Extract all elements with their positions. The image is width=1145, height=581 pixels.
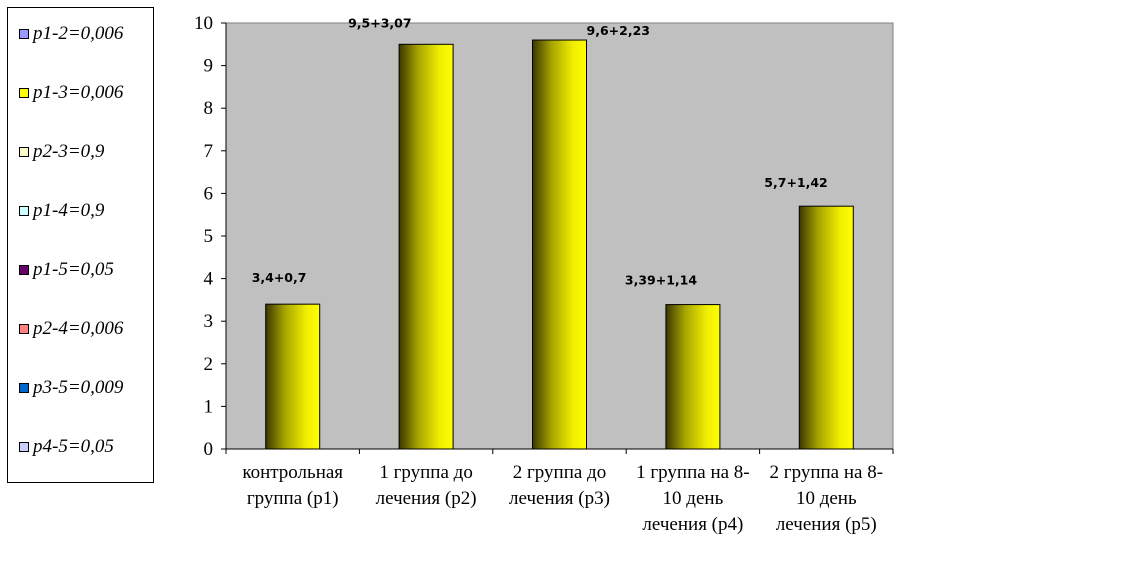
legend-swatch xyxy=(19,88,29,98)
y-tick-label: 7 xyxy=(204,141,214,162)
x-category-label-line: контрольная xyxy=(242,462,344,483)
legend-item: p1-4=0,9 xyxy=(19,200,105,221)
legend-item: p3-5=0,009 xyxy=(19,377,124,398)
legend-label: p1-3=0,006 xyxy=(33,82,124,103)
x-category-label-line: 2 группа до xyxy=(512,462,607,483)
x-category-label-line: группа (р1) xyxy=(246,488,339,509)
bar xyxy=(532,39,587,450)
y-tick-label: 4 xyxy=(204,269,214,290)
x-category-label-line: лечения (р2) xyxy=(375,488,477,509)
x-category-label-line: лечения (р5) xyxy=(775,514,877,535)
data-label: 9,6+2,23 xyxy=(587,23,650,38)
legend-label: p1-2=0,006 xyxy=(33,23,124,44)
legend-label: p1-4=0,9 xyxy=(33,200,105,221)
x-category-label: 1 группа до лечения (р2) xyxy=(351,460,501,512)
legend-swatch xyxy=(19,265,29,275)
x-category-label-line: 1 группа до xyxy=(379,462,473,483)
legend-swatch xyxy=(19,147,29,157)
x-category-label-line: 10 день xyxy=(795,488,857,509)
y-tick-label: 3 xyxy=(204,311,214,332)
x-category-label-line: лечения (р4) xyxy=(642,514,744,535)
y-tick-label: 8 xyxy=(204,98,214,119)
legend-label: p3-5=0,009 xyxy=(33,377,124,398)
data-label: 5,7+1,42 xyxy=(764,175,827,190)
x-category-label: 2 группа на 8- 10 день лечения (р5) xyxy=(751,460,901,538)
legend-label: p2-4=0,006 xyxy=(33,318,124,339)
bar xyxy=(798,205,854,450)
y-tick-label: 0 xyxy=(204,439,214,460)
y-tick-label: 1 xyxy=(204,396,214,417)
legend-swatch xyxy=(19,29,29,39)
x-category-label: 2 группа до лечения (р3) xyxy=(485,460,635,512)
legend-swatch xyxy=(19,442,29,452)
y-tick-label: 6 xyxy=(204,183,214,204)
legend-item: p2-4=0,006 xyxy=(19,318,124,339)
y-tick-label: 9 xyxy=(204,56,214,77)
x-category-label-line: 2 группа на 8- xyxy=(769,462,884,483)
data-labels: 3,4+0,7 9,5+3,07 9,6+2,23 3,39+1,14 5,7+1,42 xyxy=(252,15,828,287)
bar xyxy=(265,303,321,450)
bar xyxy=(665,304,721,450)
legend: p1-2=0,006 p1-3=0,006 p2-3=0,9 p1-4=0,9 p1-5… xyxy=(7,7,154,483)
legend-label: p1-5=0,05 xyxy=(33,259,114,280)
legend-label: p4-5=0,05 xyxy=(33,436,114,457)
y-tick-label: 10 xyxy=(194,13,213,34)
legend-item: p1-2=0,006 xyxy=(19,23,124,44)
legend-item: p1-5=0,05 xyxy=(19,259,114,280)
bar xyxy=(398,43,454,450)
x-category-label-line: лечения (р3) xyxy=(509,488,610,509)
legend-item: p4-5=0,05 xyxy=(19,436,114,457)
legend-item: p1-3=0,006 xyxy=(19,82,124,103)
legend-swatch xyxy=(19,383,29,393)
y-tick-label: 5 xyxy=(204,226,214,247)
legend-label: p2-3=0,9 xyxy=(33,141,105,162)
legend-swatch xyxy=(19,324,29,334)
x-category-label: 1 группа на 8- 10 день лечения (р4) xyxy=(618,460,768,538)
bars xyxy=(265,39,854,450)
legend-item: p2-3=0,9 xyxy=(19,141,105,162)
x-category-label-line: 1 группа на 8- xyxy=(636,462,750,483)
legend-swatch xyxy=(19,206,29,216)
data-label: 3,4+0,7 xyxy=(252,270,307,285)
x-category-label: контрольная группа (р1) xyxy=(218,460,368,512)
y-tick-label: 2 xyxy=(204,354,214,375)
data-label: 3,39+1,14 xyxy=(625,273,697,288)
x-category-label-line: 10 день xyxy=(662,488,724,509)
data-label: 9,5+3,07 xyxy=(348,15,411,30)
